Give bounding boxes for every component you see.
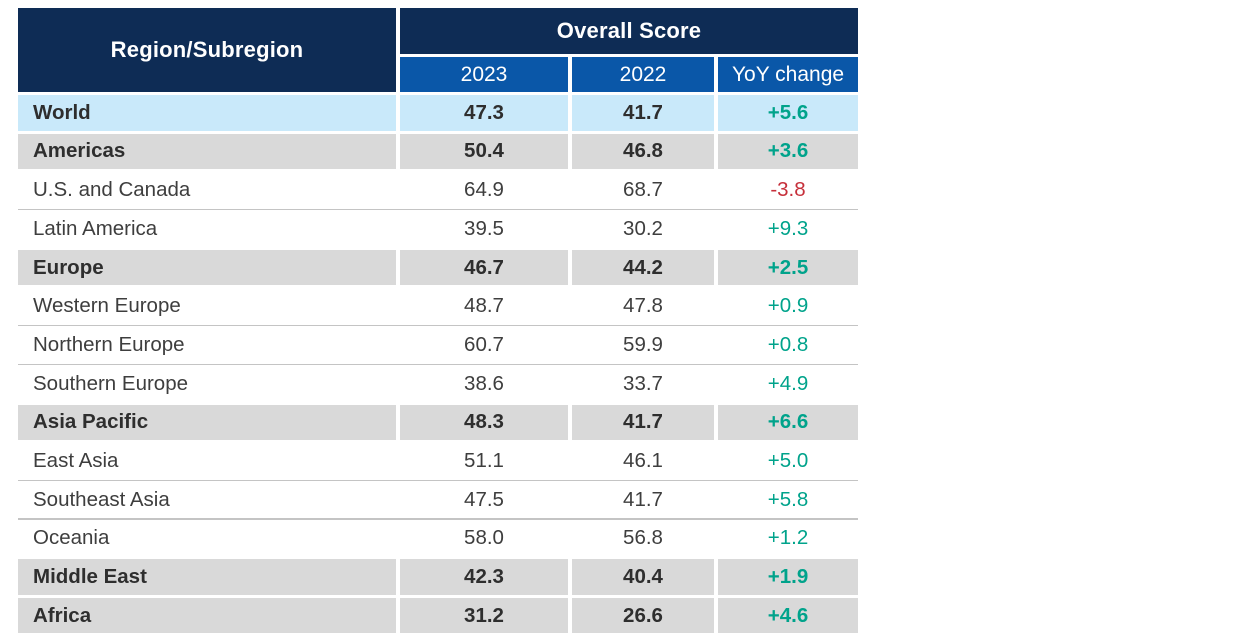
yoy-change: -3.8 — [770, 178, 806, 202]
col-header-2023: 2023 — [400, 57, 568, 92]
score-2023: 60.7 — [464, 332, 504, 356]
table-row: Americas 50.4 46.8 +3.6 — [18, 133, 858, 170]
score-2022: 33.7 — [623, 371, 663, 395]
region-name: Europe — [18, 249, 396, 286]
score-2022: 56.8 — [623, 526, 663, 550]
yoy-change: +2.5 — [718, 249, 858, 286]
region-name: Latin America — [33, 216, 158, 240]
table-row: Southeast Asia 47.5 41.7 +5.8 — [18, 482, 858, 520]
score-2023: 48.3 — [400, 404, 568, 440]
score-2023: 46.7 — [400, 249, 568, 286]
col-header-yoy-change: YoY change — [718, 57, 858, 92]
table-row: Latin America 39.5 30.2 +9.3 — [18, 211, 858, 247]
region-name: Southeast Asia — [33, 487, 170, 511]
region-name: Middle East — [18, 559, 396, 595]
table-row: Europe 46.7 44.2 +2.5 — [18, 249, 858, 286]
yoy-change: +5.8 — [767, 487, 809, 511]
yoy-change: +0.8 — [767, 332, 809, 356]
region-name: Americas — [18, 133, 396, 170]
region-name: Western Europe — [33, 294, 181, 318]
region-name: Oceania — [33, 526, 110, 550]
table-row: Middle East 42.3 40.4 +1.9 — [18, 559, 858, 595]
overall-score-header: Overall Score — [400, 8, 858, 54]
score-2022: 41.7 — [572, 95, 714, 131]
region-name: East Asia — [33, 448, 119, 472]
score-2022: 30.2 — [623, 216, 663, 240]
score-2023: 47.5 — [464, 487, 504, 511]
yoy-change: +5.6 — [718, 95, 858, 131]
yoy-change: +6.6 — [718, 404, 858, 440]
yoy-change: +9.3 — [767, 216, 809, 240]
score-2022: 46.8 — [572, 133, 714, 170]
score-2022: 41.7 — [623, 487, 663, 511]
score-2023: 31.2 — [400, 597, 568, 634]
table-row: Northern Europe 60.7 59.9 +0.8 — [18, 327, 858, 365]
score-2022: 59.9 — [623, 332, 663, 356]
score-2023: 58.0 — [464, 526, 504, 550]
col-header-2022: 2022 — [572, 57, 714, 92]
yoy-change: +4.6 — [718, 597, 858, 634]
yoy-change: +0.9 — [767, 294, 809, 318]
table-row: Southern Europe 38.6 33.7 +4.9 — [18, 366, 858, 402]
region-name: World — [18, 95, 396, 131]
table-row: Western Europe 48.7 47.8 +0.9 — [18, 288, 858, 326]
score-2022: 46.1 — [623, 448, 663, 472]
score-2023: 64.9 — [464, 178, 504, 202]
yoy-change: +3.6 — [718, 133, 858, 170]
overall-score-table: Region/Subregion Overall Score 2023 2022… — [18, 8, 858, 637]
region-column-header: Region/Subregion — [18, 8, 396, 92]
score-2022: 26.6 — [572, 597, 714, 634]
score-2022: 41.7 — [572, 404, 714, 440]
yoy-change: +1.9 — [718, 559, 858, 595]
score-2023: 51.1 — [464, 448, 504, 472]
score-2023: 39.5 — [464, 216, 504, 240]
table-row: Africa 31.2 26.6 +4.6 — [18, 597, 858, 634]
table-header: Region/Subregion Overall Score 2023 2022… — [18, 8, 858, 92]
yoy-change: +5.0 — [767, 448, 809, 472]
region-name: Africa — [18, 597, 396, 634]
score-2023: 47.3 — [400, 95, 568, 131]
score-2022: 44.2 — [572, 249, 714, 286]
score-2023: 50.4 — [400, 133, 568, 170]
year-header-row: 2023 2022 YoY change — [400, 57, 858, 92]
score-2023: 42.3 — [400, 559, 568, 595]
table-row: U.S. and Canada 64.9 68.7 -3.8 — [18, 172, 858, 210]
score-header-group: Overall Score 2023 2022 YoY change — [400, 8, 858, 92]
yoy-change: +1.2 — [767, 526, 809, 550]
table-row: Oceania 58.0 56.8 +1.2 — [18, 521, 858, 557]
table-row: World 47.3 41.7 +5.6 — [18, 95, 858, 131]
score-2023: 38.6 — [464, 371, 504, 395]
region-name: U.S. and Canada — [33, 178, 191, 202]
score-2022: 47.8 — [623, 294, 663, 318]
score-2022: 68.7 — [623, 178, 663, 202]
score-2022: 40.4 — [572, 559, 714, 595]
yoy-change: +4.9 — [767, 371, 809, 395]
table-body: World 47.3 41.7 +5.6 Americas 50.4 46.8 … — [18, 95, 858, 634]
region-name: Northern Europe — [33, 332, 185, 356]
region-name: Southern Europe — [33, 371, 189, 395]
score-2023: 48.7 — [464, 294, 504, 318]
table-row: East Asia 51.1 46.1 +5.0 — [18, 443, 858, 481]
region-name: Asia Pacific — [18, 404, 396, 440]
table-row: Asia Pacific 48.3 41.7 +6.6 — [18, 404, 858, 440]
